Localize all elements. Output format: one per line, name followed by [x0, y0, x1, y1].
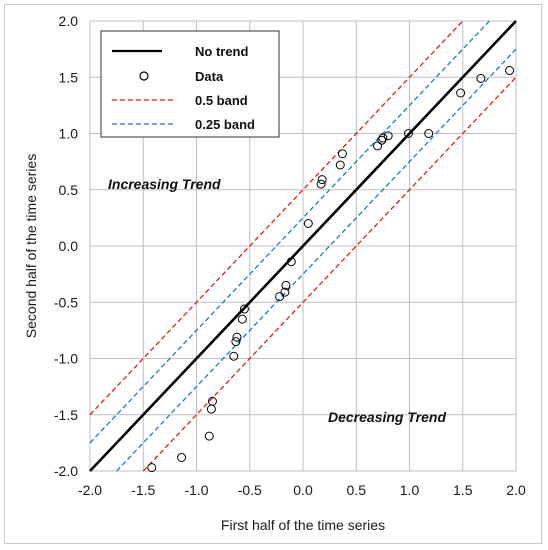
annotations: Increasing Trend Decreasing Trend [108, 176, 446, 425]
x-tick-label: 0.0 [293, 482, 313, 498]
data-point [232, 332, 242, 342]
data-point [317, 175, 327, 185]
legend-label-quarter-band: 0.25 band [195, 117, 255, 132]
data-point [476, 73, 486, 83]
data-point [424, 129, 434, 138]
tick-labels: -2.0 -1.5 -1.0 -0.5 0.0 0.5 1.0 1.5 2.0 2.0 1.5 1.0… [54, 13, 526, 498]
y-tick-label: 1.0 [59, 126, 79, 142]
x-tick-label: 1.5 [453, 482, 473, 498]
band-line [89, 20, 490, 444]
data-point [316, 179, 326, 189]
data-point [373, 141, 383, 151]
chart-frame [4, 4, 542, 544]
legend-label-no-trend: No trend [195, 44, 249, 59]
data-point [505, 66, 515, 75]
reference-lines [89, 20, 517, 472]
y-tick-label: -1.0 [54, 351, 78, 367]
legend: No trend Data 0.5 band 0.25 band [100, 30, 280, 138]
annotation-increasing-trend: Increasing Trend [108, 176, 221, 192]
x-tick-label: -0.5 [238, 482, 262, 498]
data-point [383, 131, 393, 141]
data-point [229, 351, 239, 361]
data-point [204, 431, 214, 441]
data-point [231, 337, 241, 347]
data-point [335, 160, 345, 170]
x-tick-label: 1.0 [400, 482, 420, 498]
y-axis-title: Second half of the time series [23, 154, 39, 338]
x-tick-label: 0.5 [347, 482, 367, 498]
data-point [147, 463, 157, 473]
legend-label-data: Data [195, 69, 224, 84]
data-point [207, 396, 217, 406]
y-tick-label: 1.5 [59, 69, 79, 85]
data-point [286, 257, 296, 267]
no-trend-line [89, 20, 517, 472]
data-points [147, 66, 515, 473]
y-tick-label: -2.0 [54, 463, 78, 479]
legend-label-half-band: 0.5 band [195, 93, 248, 108]
data-point [280, 287, 290, 297]
x-tick-label: -1.0 [184, 482, 208, 498]
x-tick-label: -1.5 [131, 482, 155, 498]
data-point [177, 453, 187, 462]
data-point [237, 314, 247, 324]
data-point [303, 219, 313, 228]
data-point [239, 304, 249, 314]
x-axis-title: First half of the time series [221, 517, 385, 533]
legend-box [100, 30, 280, 138]
legend-swatch-data [139, 71, 149, 81]
annotation-decreasing-trend: Decreasing Trend [328, 409, 446, 425]
data-point [456, 88, 466, 98]
band-line [116, 48, 517, 472]
x-tick-label: -2.0 [78, 482, 102, 498]
y-tick-label: 0.5 [59, 182, 79, 198]
data-point [281, 280, 291, 290]
band-line [89, 20, 464, 416]
y-tick-label: -0.5 [54, 294, 78, 310]
y-tick-label: 0.0 [59, 238, 79, 254]
y-tick-label: -1.5 [54, 407, 78, 423]
band-line [142, 76, 517, 472]
y-tick-label: 2.0 [59, 13, 79, 29]
x-tick-label: 2.0 [506, 482, 526, 498]
data-point [337, 149, 347, 159]
data-point [378, 133, 388, 143]
data-point [403, 129, 413, 138]
data-point [275, 292, 285, 302]
